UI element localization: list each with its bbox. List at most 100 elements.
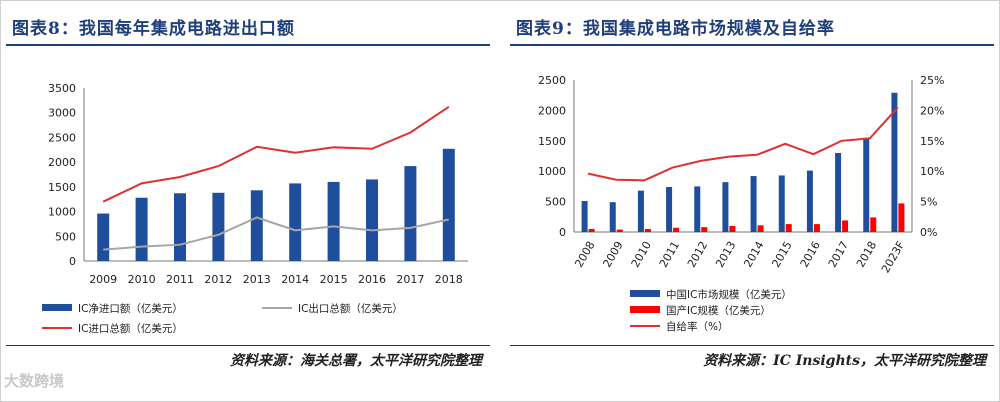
y-tick-label: 1500 bbox=[538, 135, 566, 148]
y-tick-label: 2000 bbox=[48, 156, 76, 169]
bar bbox=[701, 227, 708, 232]
x-tick-label: 2015 bbox=[320, 273, 348, 286]
y2-tick-label: 25% bbox=[920, 74, 944, 87]
y-tick-label: 1500 bbox=[48, 181, 76, 194]
bar bbox=[778, 175, 785, 232]
chart-9-svg: 0 500 1000 1500 2000 2500 0% 5% 10% 15% 20% 25% 2008… bbox=[538, 74, 944, 333]
series-line bbox=[103, 216, 450, 251]
y-tick-label: 2500 bbox=[48, 131, 76, 144]
bar bbox=[212, 192, 225, 261]
series-line bbox=[587, 106, 899, 182]
x-tick-label: 2014 bbox=[741, 239, 766, 270]
x-tick-label: 2010 bbox=[629, 239, 654, 270]
bar bbox=[785, 224, 792, 232]
chart-panel-8: 图表8：我国每年集成电路进出口额 0 500 1000 1500 2000 2500 300… bbox=[6, 8, 490, 380]
bar bbox=[898, 203, 905, 232]
y-tick-label: 500 bbox=[55, 230, 76, 243]
x-tick-label: 2014 bbox=[281, 273, 309, 286]
bar bbox=[891, 92, 898, 232]
bar bbox=[673, 227, 680, 232]
bar bbox=[722, 182, 729, 232]
source-note: 资料来源：IC Insights，太平洋研究院整理 bbox=[703, 353, 986, 369]
bar bbox=[863, 137, 870, 232]
x-tick-label: 2013 bbox=[713, 239, 738, 270]
x-tick-label: 2016 bbox=[798, 239, 823, 270]
bar bbox=[97, 213, 110, 261]
x-tick-label: 2015 bbox=[770, 239, 795, 270]
bar bbox=[870, 217, 877, 232]
x-tick-label: 2011 bbox=[657, 239, 682, 270]
source-note: 资料来源：海关总署，太平洋研究院整理 bbox=[230, 353, 482, 369]
watermark: 大数跨境 bbox=[4, 372, 65, 390]
x-tick-label: 2009 bbox=[601, 239, 626, 270]
x-tick-label: 2013 bbox=[243, 273, 271, 286]
bar bbox=[835, 152, 842, 232]
bar bbox=[442, 148, 455, 261]
y2-tick-label: 5% bbox=[920, 196, 937, 209]
bar bbox=[135, 197, 148, 261]
bar bbox=[729, 225, 736, 232]
bar bbox=[806, 170, 813, 232]
y-tick-label: 2500 bbox=[538, 74, 566, 87]
legend-label: 自给率（%） bbox=[666, 320, 728, 333]
bar bbox=[581, 200, 588, 232]
bar bbox=[644, 228, 651, 232]
x-tick-label: 2016 bbox=[358, 273, 386, 286]
bar bbox=[616, 229, 623, 232]
x-tick-label: 2011 bbox=[166, 273, 194, 286]
bar bbox=[750, 176, 757, 232]
y2-tick-label: 0% bbox=[920, 226, 937, 239]
y2-tick-label: 10% bbox=[920, 165, 944, 178]
bar bbox=[404, 166, 417, 261]
chart-panel-9: 图表9：我国集成电路市场规模及自给率 0 500 1000 1500 2000 2500 0… bbox=[510, 8, 994, 380]
x-tick-label: 2018 bbox=[435, 273, 463, 286]
legend-label: 国产IC规模（亿美元） bbox=[666, 304, 771, 317]
legend-label: IC出口总额（亿美元） bbox=[298, 302, 403, 315]
y-tick-label: 2000 bbox=[538, 104, 566, 117]
y-tick-label: 3000 bbox=[48, 107, 76, 120]
chart-title: 图表9：我国集成电路市场规模及自给率 bbox=[516, 19, 835, 39]
title-rule bbox=[510, 44, 994, 46]
y-tick-label: 1000 bbox=[538, 165, 566, 178]
legend-swatch bbox=[630, 306, 660, 313]
bar bbox=[327, 181, 340, 261]
bar bbox=[757, 225, 764, 232]
y2-tick-label: 15% bbox=[920, 135, 944, 148]
x-tick-label: 2008 bbox=[572, 239, 597, 270]
series-line bbox=[102, 105, 450, 203]
source-rule bbox=[510, 345, 994, 346]
x-tick-label: 2012 bbox=[685, 239, 710, 270]
bar bbox=[666, 187, 673, 232]
x-tick-label: 2012 bbox=[204, 273, 232, 286]
legend-swatch bbox=[42, 304, 72, 311]
y-tick-label: 0 bbox=[559, 226, 566, 239]
bar bbox=[174, 193, 186, 261]
x-tick-label: 2017 bbox=[826, 239, 851, 270]
bar bbox=[366, 179, 378, 261]
chart-title: 图表8：我国每年集成电路进出口额 bbox=[12, 19, 295, 39]
x-tick-label: 2023F bbox=[879, 239, 907, 275]
title-rule bbox=[6, 44, 490, 46]
bar bbox=[289, 183, 302, 261]
y-tick-label: 1000 bbox=[48, 206, 76, 219]
y-tick-label: 0 bbox=[69, 255, 76, 268]
y2-tick-label: 20% bbox=[920, 104, 944, 117]
bar bbox=[588, 228, 595, 232]
x-tick-label: 2017 bbox=[396, 273, 424, 286]
bar bbox=[694, 186, 701, 232]
x-tick-label: 2009 bbox=[89, 273, 117, 286]
legend-label: 中国IC市场规模（亿美元） bbox=[666, 288, 792, 301]
legend-label: IC进口总额（亿美元） bbox=[78, 322, 183, 335]
source-rule bbox=[6, 345, 490, 346]
legend-swatch bbox=[630, 290, 660, 297]
y-tick-label: 3500 bbox=[48, 82, 76, 95]
bar bbox=[813, 224, 820, 232]
x-tick-label: 2010 bbox=[128, 273, 156, 286]
bar bbox=[609, 202, 616, 232]
x-tick-label: 2018 bbox=[854, 239, 879, 270]
bar bbox=[250, 190, 263, 261]
chart-8-svg: 0 500 1000 1500 2000 2500 3000 3500 2009 2010 2011… bbox=[42, 82, 468, 335]
y-tick-label: 500 bbox=[545, 196, 566, 209]
bar bbox=[637, 190, 644, 232]
bar bbox=[842, 220, 849, 232]
